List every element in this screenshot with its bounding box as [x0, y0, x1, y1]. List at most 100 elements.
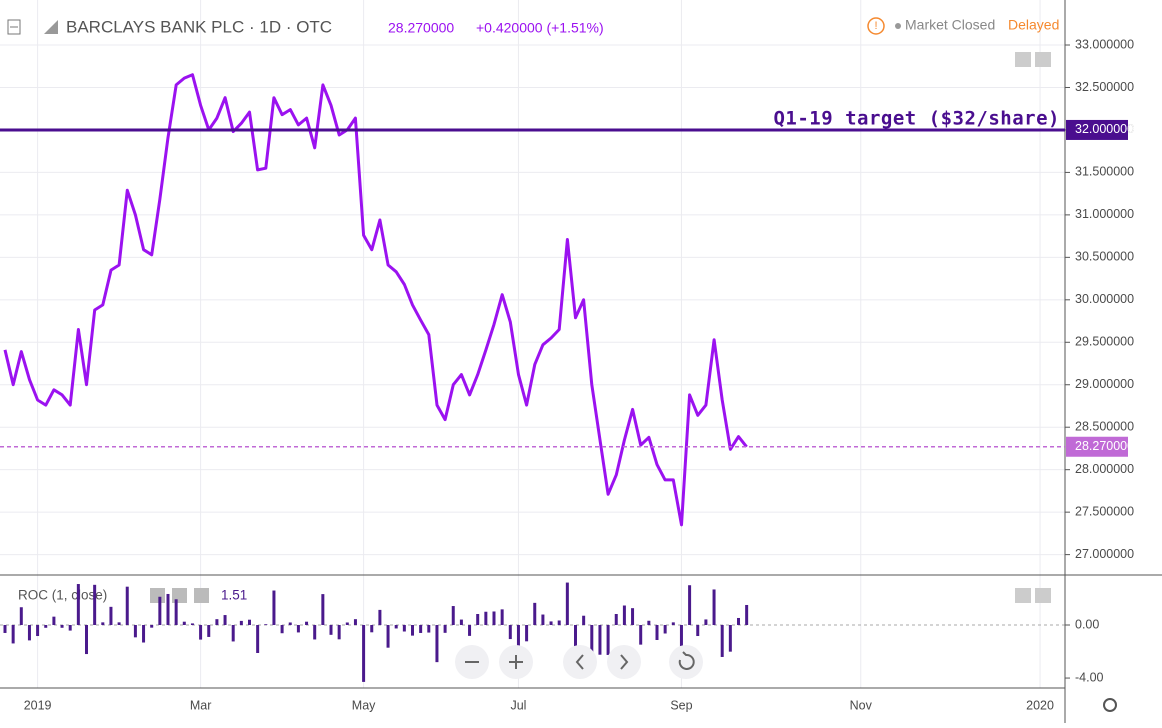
roc-bar	[720, 625, 724, 657]
price-marker	[1066, 119, 1128, 140]
roc-bar	[582, 615, 586, 626]
roc-bar	[443, 625, 447, 633]
roc-bar	[696, 625, 700, 637]
roc-bar	[549, 621, 553, 626]
roc-bar	[256, 625, 260, 653]
roc-bar	[117, 622, 121, 626]
roc-bar	[614, 614, 618, 626]
scroll-left-button[interactable]	[563, 645, 597, 679]
y-tick-label: 27.000000	[1075, 547, 1134, 561]
roc-bar	[606, 625, 610, 655]
roc-bar	[476, 614, 480, 626]
roc-bar	[133, 625, 137, 638]
roc-bar	[321, 594, 325, 626]
x-tick-label: May	[352, 698, 376, 712]
indicator-button[interactable]	[194, 588, 209, 603]
roc-bar	[329, 625, 333, 635]
roc-bar	[52, 616, 56, 626]
icon	[678, 651, 695, 670]
roc-bar	[296, 625, 300, 633]
scale-button[interactable]	[1035, 588, 1051, 603]
grid	[0, 0, 1065, 688]
scale-button[interactable]	[1015, 588, 1031, 603]
roc-bar	[525, 625, 529, 642]
roc-bar	[598, 625, 602, 655]
roc-bar	[402, 625, 406, 632]
roc-bar	[378, 609, 382, 626]
scale-button[interactable]	[1015, 52, 1031, 67]
roc-bar	[419, 625, 423, 633]
settings-button[interactable]	[1103, 698, 1117, 712]
roc-bar	[468, 625, 472, 636]
roc-bar	[264, 624, 268, 626]
roc-bar	[313, 625, 317, 640]
roc-bar	[394, 625, 398, 629]
roc-bar	[590, 625, 594, 670]
x-tick-label: Mar	[190, 698, 212, 712]
roc-bar	[484, 611, 488, 626]
y-tick-label: -4.00	[1075, 670, 1104, 684]
symbol-title[interactable]: BARCLAYS BANK PLC · 1D · OTC	[66, 17, 332, 36]
roc-bar	[500, 609, 504, 626]
roc-bar	[541, 614, 545, 626]
roc-bar	[639, 625, 643, 645]
y-tick-label: 29.000000	[1075, 377, 1134, 391]
y-tick-label: 0.00	[1075, 617, 1099, 631]
roc-bar	[712, 589, 716, 626]
toggle-icon[interactable]	[7, 19, 21, 35]
roc-bar	[44, 625, 48, 628]
roc-bar	[76, 584, 80, 626]
roc-bar	[435, 625, 439, 663]
roc-bar	[60, 625, 64, 628]
x-tick-label: 2019	[24, 698, 52, 712]
roc-bar	[3, 625, 7, 633]
symbol-icon	[44, 20, 58, 34]
indicator-button[interactable]	[150, 588, 165, 603]
y-tick-label: 31.500000	[1075, 165, 1134, 179]
roc-bar	[737, 617, 740, 626]
roc-bar	[386, 625, 390, 648]
last-price: 28.270000	[388, 20, 454, 36]
roc-bar	[345, 622, 349, 626]
warning-icon: !	[874, 20, 877, 32]
roc-bar	[280, 625, 284, 634]
market-status: Market Closed	[905, 17, 995, 33]
roc-bar	[411, 625, 414, 636]
icon	[620, 654, 629, 670]
reset-button[interactable]	[669, 645, 703, 679]
roc-bar	[166, 593, 170, 626]
icon	[509, 655, 523, 669]
roc-bar	[85, 625, 88, 655]
roc-bar	[704, 619, 708, 626]
roc-bar	[622, 605, 626, 626]
roc-bar	[231, 625, 235, 642]
roc-bar	[27, 625, 31, 641]
roc-bar	[239, 620, 243, 626]
scale-button[interactable]	[1035, 52, 1051, 67]
roc-bar	[492, 611, 496, 626]
price-marker	[1066, 436, 1128, 457]
roc-bar	[337, 625, 341, 640]
price-marker-label: 28.270000	[1075, 439, 1134, 453]
x-tick-label: Jul	[510, 698, 526, 712]
price-marker-label: 32.000000	[1075, 122, 1134, 136]
x-tick-label: Nov	[850, 698, 873, 712]
indicator-title[interactable]: ROC (1, close)	[18, 588, 107, 603]
price-line	[3, 73, 748, 527]
y-tick-label: 29.500000	[1075, 335, 1134, 349]
roc-bar	[305, 621, 309, 626]
roc-bar	[557, 620, 561, 626]
roc-bar	[182, 621, 186, 626]
roc-bar	[174, 599, 178, 626]
roc-bar	[631, 608, 635, 626]
roc-bar	[427, 625, 431, 633]
target-label: Q1-19 target ($32/share)	[773, 107, 1060, 129]
roc-bar	[679, 625, 683, 651]
indicator-button[interactable]	[172, 588, 187, 603]
roc-bar	[565, 582, 569, 626]
roc-bar	[663, 625, 667, 634]
scroll-right-button[interactable]	[607, 645, 641, 679]
status-dot	[895, 23, 901, 29]
roc-bar	[101, 622, 105, 626]
